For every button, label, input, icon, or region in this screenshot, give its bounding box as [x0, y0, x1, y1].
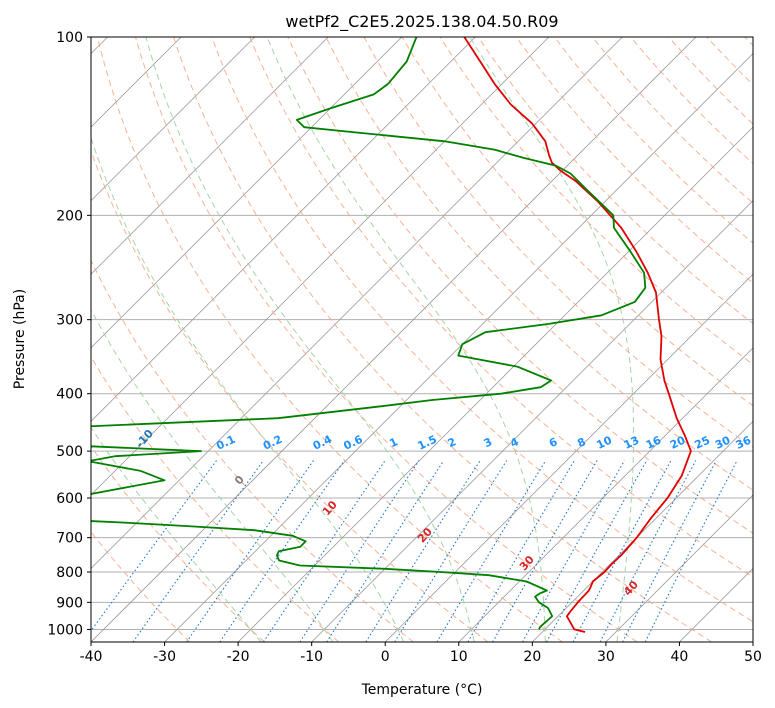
- x-tick-label: 50: [744, 649, 762, 665]
- x-tick-label: 30: [597, 649, 615, 665]
- x-tick-label: -30: [153, 649, 176, 665]
- y-tick-label: 200: [56, 208, 83, 224]
- isotherm-line: [384, 273, 753, 642]
- mixing-ratio-line: [522, 460, 625, 642]
- dry-adiabat-line: [515, 37, 753, 284]
- isotherm-line: [237, 126, 753, 642]
- mixing-ratio-lines: [91, 460, 738, 642]
- mixing-ratio-label: 25: [693, 434, 712, 452]
- mixing-ratio-label: 36: [734, 433, 754, 451]
- moist-adiabat-line: [91, 426, 262, 642]
- dry-adiabat-line: [287, 37, 753, 534]
- mixing-ratio-line: [492, 460, 598, 642]
- dry-adiabat-line: [96, 37, 563, 642]
- isotherm-line: [458, 347, 753, 642]
- isotherm-line: [91, 37, 255, 202]
- x-tick-label: 10: [450, 649, 468, 665]
- mixing-ratio-line: [436, 460, 547, 642]
- moist-adiabat-lines: [91, 37, 635, 642]
- chart-title: wetPf2_C2E5.2025.138.04.50.R09: [285, 12, 558, 32]
- isotherm-line: [91, 37, 697, 642]
- mixing-ratio-line: [132, 460, 264, 642]
- dry-adiabat-line: [401, 37, 753, 407]
- mixing-ratio-line: [219, 460, 345, 642]
- y-axis-ticks: 1000 900 800 700 600 500 400 300 200 100: [47, 30, 91, 638]
- isotherm-line: [91, 37, 403, 349]
- dry-adiabat-line: [630, 37, 753, 165]
- x-tick-label: 20: [523, 649, 541, 665]
- dry-adiabat-line: [135, 37, 638, 642]
- isotherm-line: [91, 37, 476, 422]
- y-tick-label: 500: [56, 444, 83, 460]
- mixing-ratio-label: 20: [668, 433, 688, 451]
- mixing-ratio-line: [467, 460, 575, 642]
- mixing-ratio-label: 16: [644, 433, 664, 451]
- x-axis-label: Temperature (°C): [361, 682, 483, 698]
- x-tick-label: 40: [671, 649, 689, 665]
- mixing-ratio-line: [263, 460, 386, 642]
- y-tick-label: 600: [56, 491, 83, 507]
- moist-adiabat-line: [91, 136, 405, 642]
- plot-frame: [90, 36, 754, 643]
- isotherm-line: [91, 37, 550, 496]
- x-tick-label: -10: [300, 649, 323, 665]
- mixing-ratio-line: [299, 460, 420, 642]
- mixing-ratio-line: [644, 460, 738, 642]
- mixing-ratio-label: 10: [595, 433, 615, 451]
- y-tick-label: 800: [56, 565, 83, 581]
- moist-adiabat-line: [91, 308, 334, 642]
- y-tick-label: 300: [56, 313, 83, 329]
- dry-adiabat-line: [249, 37, 753, 578]
- dry-adiabat-lines: [91, 37, 753, 642]
- dry-adiabat-line: [477, 37, 753, 325]
- y-tick-label: 700: [56, 531, 83, 547]
- mixing-ratio-line: [546, 460, 648, 642]
- y-tick-label: 400: [56, 387, 83, 403]
- x-tick-label: -20: [227, 649, 250, 665]
- mixing-ratio-line: [186, 460, 314, 642]
- dry-adiabat-line: [173, 37, 713, 642]
- mixing-ratio-label: 30: [713, 433, 733, 451]
- dry-adiabat-line: [211, 37, 753, 623]
- y-tick-label: 900: [56, 595, 83, 611]
- dewpoint-profile: [91, 37, 647, 630]
- x-tick-label: -40: [80, 649, 103, 665]
- x-axis-ticks: -40 -30 -20 -10 0 10 20 30 40 50: [80, 642, 762, 665]
- y-tick-label: 100: [56, 30, 83, 46]
- dry-adiabat-line: [91, 445, 265, 642]
- x-tick-label: 0: [381, 649, 390, 665]
- dry-adiabat-line: [91, 259, 414, 642]
- moist-adiabat-line: [266, 37, 546, 642]
- plot-area: 0.10.20.40.611.52346810131620253036-100-…: [91, 37, 754, 642]
- y-tick-label: 1000: [47, 622, 83, 638]
- pressure-gridlines: [91, 37, 753, 630]
- dry-adiabat-line: [363, 37, 753, 449]
- isotherm-line: [164, 52, 753, 642]
- mixing-ratio-label: 13: [622, 434, 641, 452]
- y-axis-label: Pressure (hPa): [12, 289, 28, 389]
- isotherm-line: [91, 37, 329, 275]
- temperature-profile: [463, 37, 692, 633]
- dry-adiabat-line: [325, 37, 753, 491]
- profile-series: [91, 37, 692, 633]
- mixing-ratio-line: [91, 460, 217, 632]
- moist-adiabat-line: [145, 37, 475, 642]
- isotherm-line: [605, 494, 753, 642]
- isotherm-lines: [91, 37, 753, 642]
- dry-adiabat-line: [592, 37, 753, 204]
- isotherm-line: [91, 37, 623, 570]
